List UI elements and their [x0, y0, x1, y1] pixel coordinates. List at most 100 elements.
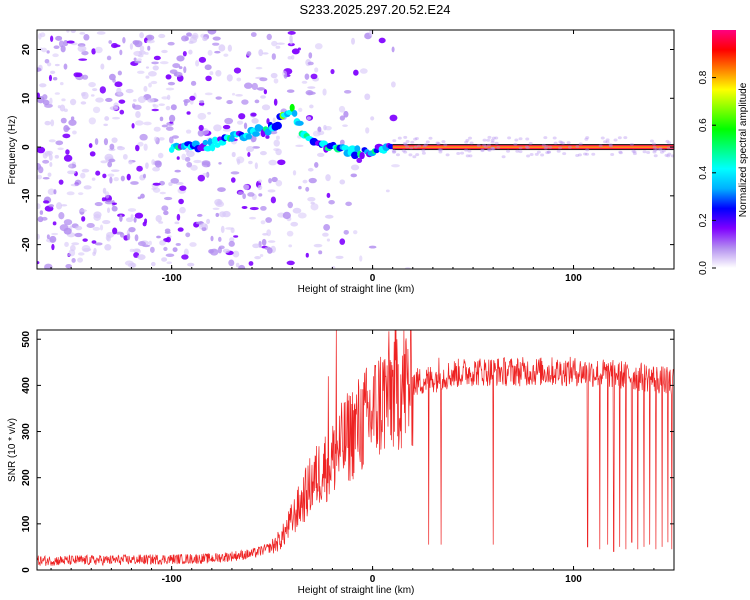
- snr-ytick-label-2: 200: [21, 469, 32, 486]
- heat-cell: [147, 45, 151, 51]
- heat-cell: [490, 140, 495, 144]
- heat-cell: [153, 55, 161, 61]
- heat-cell: [134, 234, 139, 242]
- heat-cell: [632, 150, 637, 154]
- heat-cell: [47, 188, 56, 195]
- heat-cell: [127, 208, 137, 212]
- heat-cell: [132, 40, 140, 45]
- heat-cell: [44, 58, 50, 64]
- heat-cell: [66, 30, 70, 33]
- heat-cell: [482, 143, 487, 147]
- heat-cell: [301, 80, 308, 84]
- heat-cell: [60, 117, 67, 124]
- heat-cell: [100, 63, 105, 70]
- heat-cell: [161, 205, 169, 212]
- heat-cell: [152, 65, 159, 71]
- heat-cell: [210, 235, 214, 242]
- heat-cell: [142, 221, 147, 227]
- heat-cell: [189, 242, 197, 247]
- heat-cell: [385, 189, 390, 193]
- heat-cell: [392, 150, 397, 154]
- heat-cell: [136, 70, 145, 74]
- heat-cell: [176, 156, 180, 160]
- heat-cell: [226, 74, 233, 82]
- heat-cell: [150, 80, 158, 85]
- heat-cell: [310, 201, 315, 205]
- heat-cell: [53, 45, 60, 50]
- colorbar-tick-label-1: 0.2: [698, 213, 709, 227]
- heat-cell: [71, 258, 76, 263]
- heat-cell: [343, 110, 349, 118]
- heat-cell: [135, 111, 141, 119]
- heat-cell: [46, 150, 53, 155]
- heat-cell: [143, 85, 148, 92]
- heat-cell: [255, 66, 263, 70]
- snr-xlabel: Height of straight line (km): [298, 585, 415, 596]
- heat-cell: [223, 53, 229, 57]
- heat-cell: [425, 140, 430, 144]
- heat-cell: [39, 210, 44, 215]
- heat-cell: [286, 89, 295, 93]
- heat-cell: [302, 179, 308, 184]
- heat-cell: [314, 161, 319, 168]
- heat-cell: [125, 217, 134, 223]
- heat-cell: [37, 92, 40, 99]
- heat-cell: [152, 166, 160, 172]
- heat-cell: [435, 141, 440, 145]
- heat-cell: [95, 97, 104, 103]
- heat-cell: [55, 35, 63, 41]
- heat-cell: [137, 141, 144, 147]
- heat-cell: [494, 136, 499, 140]
- heat-cell: [195, 60, 200, 67]
- heat-cell: [83, 185, 92, 190]
- heat-cell: [57, 147, 64, 151]
- snr-frame: [36, 329, 675, 571]
- heat-cell: [252, 243, 260, 249]
- heat-cell: [88, 117, 96, 125]
- colorbar-label: Normalized spectral amplitude: [738, 82, 749, 217]
- heat-cell: [438, 148, 443, 152]
- heat-cell: [339, 238, 346, 245]
- heat-cell: [305, 186, 310, 192]
- heat-cell: [118, 99, 126, 104]
- heat-cell: [207, 111, 212, 115]
- heat-cell: [667, 141, 672, 145]
- heat-cell: [136, 165, 143, 172]
- heat-cell: [670, 154, 674, 158]
- heat-cell: [53, 189, 57, 195]
- heat-cell: [262, 52, 269, 55]
- heat-cell: [58, 40, 64, 48]
- heat-cell: [54, 92, 60, 95]
- heat-cell: [165, 253, 175, 257]
- heat-cell: [247, 152, 251, 158]
- heat-cell: [273, 139, 280, 147]
- heat-cell: [136, 58, 142, 62]
- heat-cell: [659, 150, 664, 154]
- heat-cell: [661, 149, 666, 153]
- heat-cell: [113, 44, 121, 48]
- heat-cell: [81, 74, 89, 80]
- heat-cell: [83, 34, 90, 41]
- spectrogram-ytick-label-2: 0: [21, 144, 32, 150]
- heat-cell: [325, 174, 331, 182]
- heat-cell: [88, 143, 93, 149]
- heat-cell: [282, 211, 291, 220]
- heat-cell: [353, 230, 358, 235]
- heat-cell: [480, 149, 485, 153]
- heat-cell: [307, 196, 316, 202]
- heat-cell: [354, 145, 361, 153]
- heat-cell: [204, 92, 213, 96]
- heat-cell: [415, 153, 420, 157]
- heat-cell: [71, 242, 80, 246]
- heat-cell: [112, 116, 121, 120]
- snr-xtick-label-0: -100: [162, 574, 182, 585]
- heat-cell: [218, 44, 226, 52]
- heat-cell: [199, 100, 204, 104]
- heat-cell: [558, 146, 563, 150]
- heat-cell: [63, 154, 73, 162]
- heat-cell: [482, 138, 487, 142]
- heat-cell: [536, 150, 541, 154]
- heat-cell: [224, 117, 234, 125]
- heat-cell: [197, 129, 205, 137]
- heat-cell: [161, 124, 168, 128]
